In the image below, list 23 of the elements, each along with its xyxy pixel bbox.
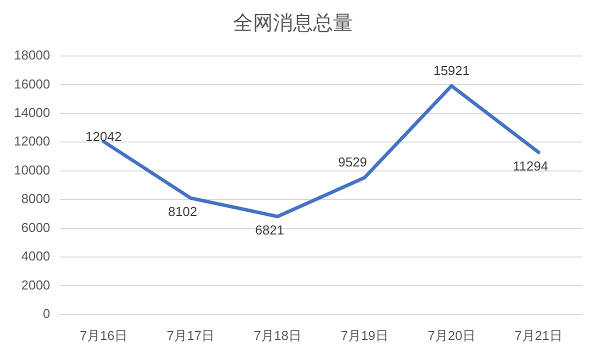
data-label: 8102 (168, 204, 198, 220)
y-tick-label: 12000 (14, 134, 50, 149)
x-tick-label: 7月21日 (514, 328, 562, 343)
y-tick-label: 6000 (21, 220, 50, 235)
x-tick-label: 7月16日 (80, 328, 128, 343)
x-tick-label: 7月19日 (340, 328, 388, 343)
y-tick-label: 16000 (14, 76, 50, 92)
y-tick-label: 10000 (14, 162, 50, 178)
data-label: 12042 (86, 129, 122, 144)
x-tick-label: 7月17日 (166, 328, 214, 343)
x-tick-label: 7月18日 (254, 328, 302, 343)
chart-title: 全网消息总量 (233, 12, 353, 35)
y-tick-label: 14000 (14, 105, 50, 120)
data-label: 9529 (338, 154, 368, 170)
y-tick-label: 2000 (21, 277, 50, 292)
data-label: 15921 (433, 62, 470, 78)
y-tick-label: 4000 (21, 248, 50, 264)
y-tick-label: 18000 (14, 48, 50, 63)
y-tick-label: 8000 (21, 191, 50, 206)
y-tick-label: 0 (42, 306, 50, 321)
x-tick-label: 7月20日 (428, 328, 476, 343)
data-label: 6821 (255, 222, 284, 238)
data-label: 11294 (512, 158, 548, 174)
